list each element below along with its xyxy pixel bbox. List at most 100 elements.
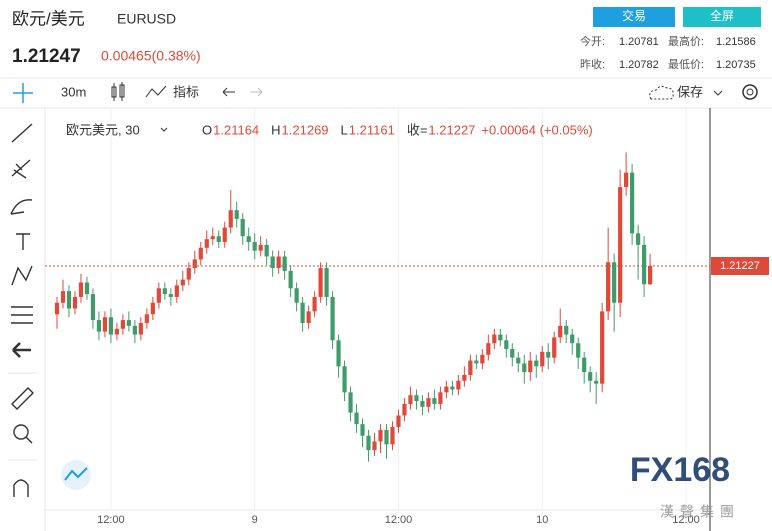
undo-button[interactable] (222, 87, 235, 97)
candle-body (444, 386, 449, 393)
candle-body (642, 244, 647, 285)
candle-body (306, 311, 311, 323)
plot-area: 12:00 9 12:00 10 12:00 1.21227 (45, 108, 769, 526)
candle-body (168, 294, 173, 297)
last-price-label: 1.21227 (720, 260, 760, 272)
x-tick-label: 12:00 (97, 514, 125, 526)
legend-field-value: 1.21161 (349, 122, 395, 137)
candle-body (132, 325, 137, 335)
candle-body (522, 363, 527, 373)
drawing-tools[interactable] (10, 123, 34, 497)
candle-body (606, 262, 611, 312)
fullscreen-button-label[interactable]: 全屏 (710, 8, 734, 23)
candle-body (144, 314, 149, 323)
legend-caret[interactable] (160, 127, 168, 132)
chart-type-icon[interactable] (111, 82, 125, 101)
candle-body (570, 334, 575, 344)
stat-label: 昨收: (580, 57, 605, 71)
candle-body (378, 429, 383, 442)
settings-button[interactable] (742, 84, 758, 100)
trade-button[interactable] (593, 7, 675, 27)
candle-body (264, 244, 269, 257)
candle-body (486, 343, 491, 355)
settings-icon-core (746, 88, 754, 96)
candle-body (246, 236, 251, 243)
candle-body (198, 247, 203, 260)
candle-body (114, 328, 119, 335)
candle-body (228, 210, 233, 228)
candle-body (210, 236, 215, 240)
candle-body (438, 392, 443, 404)
candle-body (312, 296, 317, 312)
indicators-button[interactable]: 指标 (173, 84, 199, 99)
last-price: 1.21247 (12, 46, 81, 67)
candle-body (600, 311, 605, 384)
candle-body (432, 398, 437, 404)
candle-body (474, 360, 479, 364)
candle-body (504, 340, 509, 349)
symbol-code: EURUSD (117, 11, 176, 27)
candle-body (594, 380, 599, 384)
candle-body (126, 320, 131, 326)
candle-body (66, 291, 72, 309)
candle-body (402, 403, 407, 416)
price-change: 0.00465(0.38%) (101, 48, 201, 64)
candle-body (216, 236, 221, 243)
candle-body (156, 288, 161, 303)
candle-body (252, 242, 257, 251)
candle-body (612, 262, 617, 303)
trade-button-label[interactable]: 交易 (622, 8, 646, 23)
candle-body (564, 325, 569, 335)
candle-body (120, 320, 125, 329)
candle-body (348, 392, 353, 413)
redo-button[interactable] (250, 87, 263, 97)
candle-body (54, 302, 60, 315)
legend-field-label: 收= (407, 122, 428, 137)
candle-body (78, 282, 84, 297)
fullscreen-button[interactable] (683, 7, 761, 27)
candle-body (186, 268, 191, 280)
candle-body (336, 340, 341, 367)
candle-body (462, 374, 467, 381)
stat-value: 1.20735 (716, 59, 756, 71)
candle-body (258, 244, 263, 251)
candle-body (234, 210, 239, 219)
save-menu-caret[interactable] (713, 90, 723, 96)
candle-body (150, 302, 155, 315)
quick-button-icon (64, 467, 88, 481)
x-tick-label: 12:00 (672, 514, 700, 526)
candle-body (647, 266, 653, 285)
save-button[interactable]: 保存 (677, 84, 703, 99)
cloud-icon[interactable] (649, 85, 674, 100)
legend-field-value: 1.21164 (213, 122, 259, 137)
crosshair-tool[interactable] (13, 83, 33, 103)
symbol-name: 欧元/美元 (12, 9, 85, 28)
candle-body (162, 288, 167, 295)
candle-body (90, 294, 96, 321)
candle-body (636, 233, 641, 245)
candle-body (204, 239, 209, 248)
candle-body (630, 172, 635, 234)
candle-body (84, 282, 90, 295)
stat-value: 1.20782 (619, 59, 659, 71)
stat-label: 最低价: (668, 58, 704, 71)
candle-body (324, 268, 329, 297)
candle-body (408, 395, 413, 404)
candle-body (498, 334, 503, 341)
candle-body (480, 354, 485, 364)
candle-body (534, 360, 539, 367)
candle-body (300, 302, 305, 323)
candle-body (270, 256, 275, 269)
candle-body (366, 435, 371, 451)
candle-body (360, 424, 365, 436)
candle-body (102, 317, 108, 332)
x-tick-label: 10 (536, 514, 548, 526)
candle-body (528, 360, 533, 373)
candle-body (138, 322, 143, 335)
interval-button[interactable]: 30m (61, 84, 86, 99)
candle-body (450, 386, 455, 390)
indicator-icon[interactable] (145, 85, 167, 98)
candle-body (414, 395, 419, 402)
